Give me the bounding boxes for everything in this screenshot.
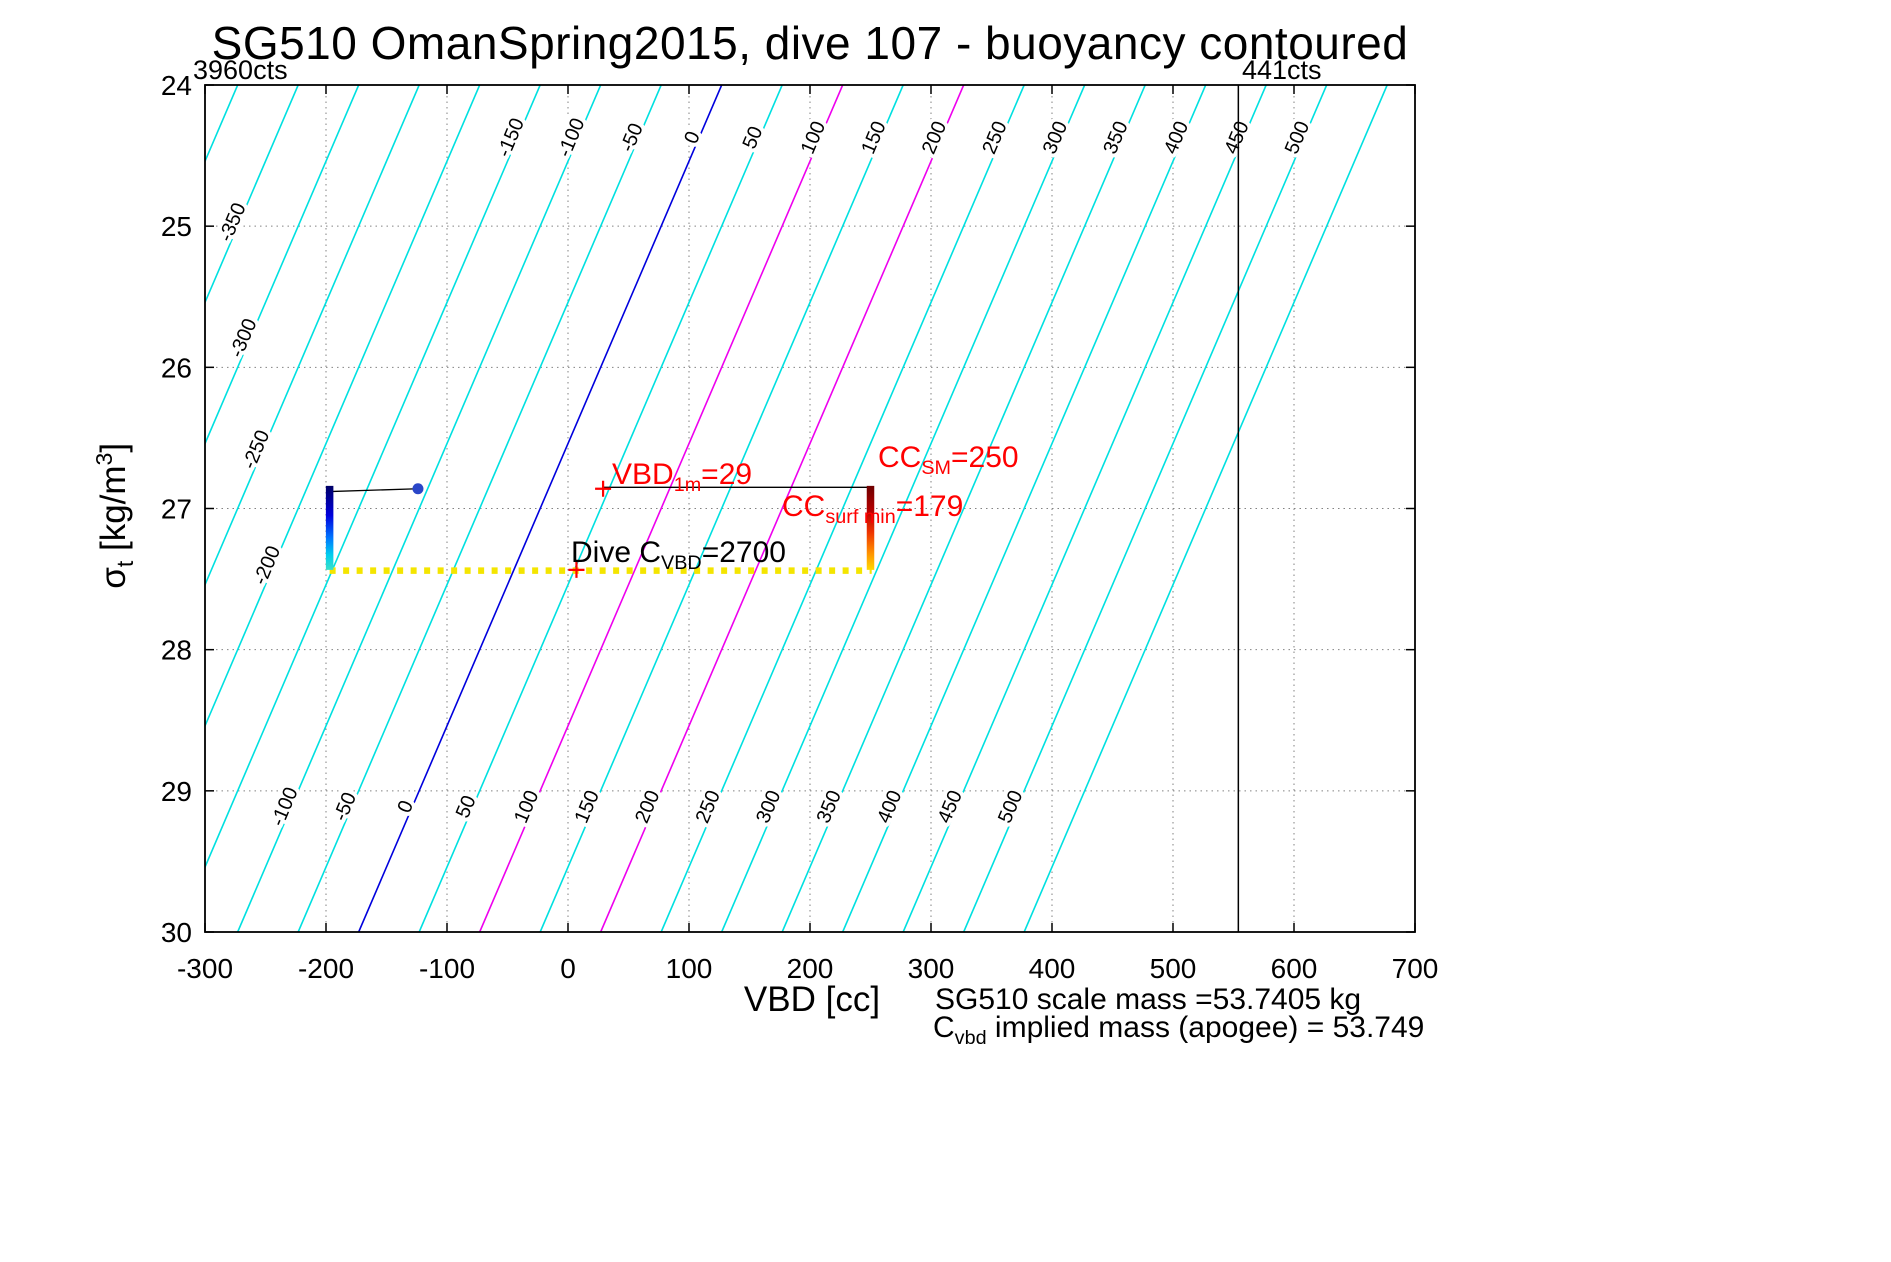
y-tick-label: 26 xyxy=(161,352,192,383)
y-tick-label: 24 xyxy=(161,70,192,101)
contour-label-layer: -350-300-250-200-150 -100-100-50-50005050… xyxy=(211,111,1318,834)
contour-line--100 xyxy=(236,85,602,932)
grid-layer xyxy=(205,85,1415,932)
contour-label: -350 xyxy=(215,200,251,245)
contour-label: -250 xyxy=(238,427,274,472)
annotation-text: =2700 xyxy=(701,536,786,569)
x-tick-label: 200 xyxy=(787,953,834,984)
annotation-subscript: 1m xyxy=(673,474,702,496)
contour-line--50 xyxy=(297,85,662,932)
contour-line--350 xyxy=(205,85,299,305)
y-label-superscript: 3 xyxy=(91,452,118,466)
annotation-vbd-1m: VBD1m=29 xyxy=(612,458,752,497)
x-tick-label: 400 xyxy=(1029,953,1076,984)
contour-label: -200 xyxy=(249,543,285,588)
y-tick-label: 25 xyxy=(161,211,192,242)
contour-line-150 xyxy=(539,85,904,932)
contour-line--150 xyxy=(205,85,541,870)
y-tick-label: 28 xyxy=(161,635,192,666)
footer-text: implied mass (apogee) = 53.749 xyxy=(986,1011,1425,1044)
x-tick-label: 0 xyxy=(560,953,576,984)
x-tick-label: -300 xyxy=(177,953,233,984)
apogee-point xyxy=(412,483,424,495)
contour-line--300 xyxy=(205,85,360,446)
counts-right-label: 441cts xyxy=(1242,55,1322,85)
contour-label: -150 xyxy=(493,115,529,160)
contour-line-0 xyxy=(357,85,723,932)
data-layer xyxy=(325,85,1240,932)
scale-mass-text: SG510 scale mass =53.7405 kg xyxy=(935,983,1362,1016)
x-tick-label: 300 xyxy=(908,953,955,984)
y-label-units-close: ] xyxy=(93,442,133,453)
contour-label: -300 xyxy=(226,315,262,360)
x-tick-label: 500 xyxy=(1150,953,1197,984)
annotation-text: =250 xyxy=(951,441,1019,474)
y-label-subscript: t xyxy=(111,560,138,568)
implied-mass-text: Cvbd implied mass (apogee) = 53.749 xyxy=(933,1011,1424,1050)
contour-line-250 xyxy=(660,85,1025,932)
contour-line-350 xyxy=(781,85,1146,932)
counts-left-label: 3960cts xyxy=(193,55,288,85)
annotation-subscript: surf min xyxy=(825,506,896,528)
x-tick-label: 700 xyxy=(1392,953,1439,984)
contour-line-550 xyxy=(1023,85,1388,932)
plus-marker xyxy=(568,561,585,578)
contour-line-200 xyxy=(599,85,965,932)
footer-text: C xyxy=(933,1011,955,1044)
x-tick-label: 100 xyxy=(666,953,713,984)
footer-subscript: vbd xyxy=(954,1027,987,1049)
x-tick-label: 600 xyxy=(1271,953,1318,984)
contour-line-500 xyxy=(962,85,1328,932)
contour-line-50 xyxy=(418,85,783,932)
y-label-units: [kg/m xyxy=(93,465,133,561)
annotation-subscript: SM xyxy=(921,457,952,479)
annotation-text: =29 xyxy=(701,458,753,491)
annotation-text: CC xyxy=(782,490,826,523)
contour-line-100 xyxy=(478,85,844,932)
y-axis-label: σt [kg/m3] xyxy=(91,346,139,686)
contour-line-400 xyxy=(841,85,1207,932)
contour-line--250 xyxy=(205,85,420,587)
contour-layer xyxy=(205,85,1388,932)
annotation-cc-surf-min: CCsurf min=179 xyxy=(782,490,963,529)
contour-label: -100 xyxy=(554,115,590,160)
sigma-symbol: σ xyxy=(93,567,133,589)
plus-marker xyxy=(595,480,612,497)
y-tick-label: 30 xyxy=(161,917,192,948)
contour-line-300 xyxy=(720,85,1086,932)
x-tick-label: -100 xyxy=(419,953,475,984)
x-axis-label: VBD [cc] xyxy=(743,980,881,1019)
annotation-text: CC xyxy=(878,441,922,474)
apogee-connector-line xyxy=(329,488,418,493)
contour-line-450 xyxy=(902,85,1267,932)
annotation-cc-sm: CCSM=250 xyxy=(878,441,1019,480)
annotation-text: VBD xyxy=(612,458,674,491)
y-tick-label: 29 xyxy=(161,776,192,807)
annotation-dive-cvbd: Dive CVBD=2700 xyxy=(571,536,786,575)
y-tick-label: 27 xyxy=(161,494,192,525)
contour-line--200 xyxy=(205,85,481,728)
x-tick-label: -200 xyxy=(298,953,354,984)
annotation-subscript: VBD xyxy=(661,552,702,574)
chart-title: SG510 OmanSpring2015, dive 107 - buoyanc… xyxy=(211,17,1409,69)
annotation-text: Dive C xyxy=(571,536,662,569)
annotation-text: =179 xyxy=(895,490,964,523)
